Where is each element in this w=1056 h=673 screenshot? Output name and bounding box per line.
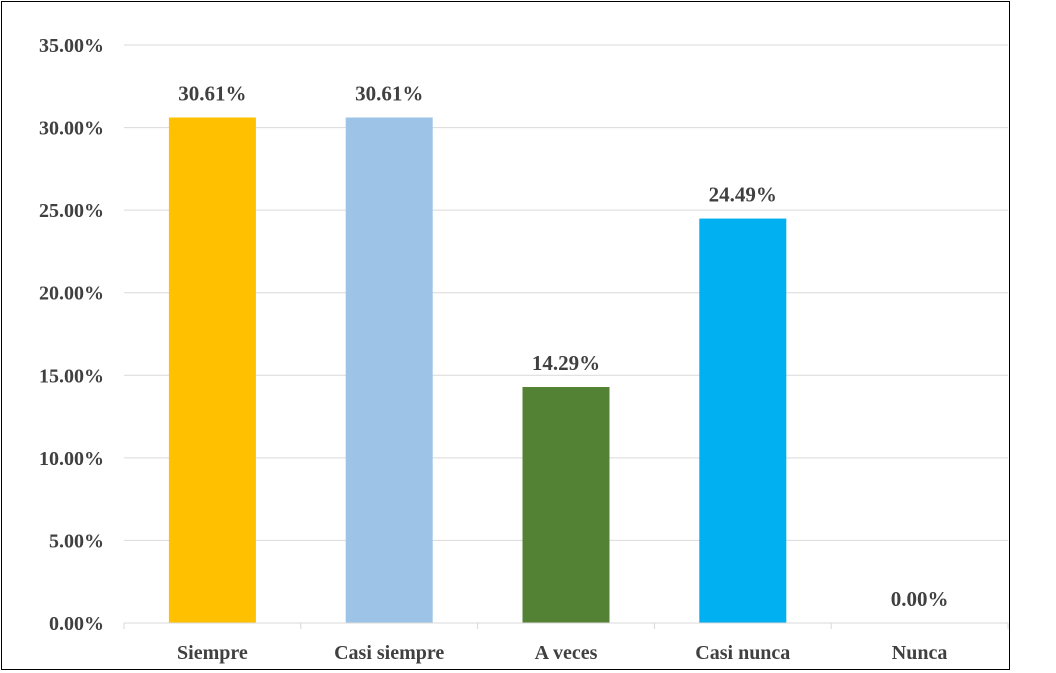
y-tick-label: 5.00% <box>49 530 104 552</box>
x-axis-category-labels: Siempre Casi siempre A veces Casi nunca Nunc… <box>177 642 947 664</box>
x-category-label: A veces <box>535 642 598 664</box>
y-tick-label: 30.00% <box>39 118 104 140</box>
data-label: 30.61% <box>355 81 423 105</box>
bar-casi-siempre <box>346 117 433 623</box>
y-tick-label: 20.00% <box>39 283 104 305</box>
data-label: 30.61% <box>178 81 246 105</box>
bar-a-veces <box>523 387 610 623</box>
y-axis-tick-labels: 0.00% 5.00% 10.00% 15.00% 20.00% 25.00% 30.00%… <box>39 35 104 635</box>
y-tick-label: 35.00% <box>39 35 104 57</box>
data-label: 0.00% <box>891 587 949 611</box>
x-category-label: Casi siempre <box>334 642 444 664</box>
x-category-label: Nunca <box>892 642 948 664</box>
y-tick-label: 25.00% <box>39 200 104 222</box>
y-tick-label: 15.00% <box>39 365 104 387</box>
y-tick-label: 10.00% <box>39 448 104 470</box>
x-category-label: Siempre <box>177 642 248 664</box>
x-category-label: Casi nunca <box>695 642 790 664</box>
bars <box>169 117 786 623</box>
bar-siempre <box>169 117 256 623</box>
y-tick-label: 0.00% <box>49 613 104 635</box>
x-axis-ticks <box>124 623 1008 629</box>
data-label: 24.49% <box>709 183 777 207</box>
data-label: 14.29% <box>532 351 600 375</box>
bar-casi-nunca <box>699 219 786 623</box>
